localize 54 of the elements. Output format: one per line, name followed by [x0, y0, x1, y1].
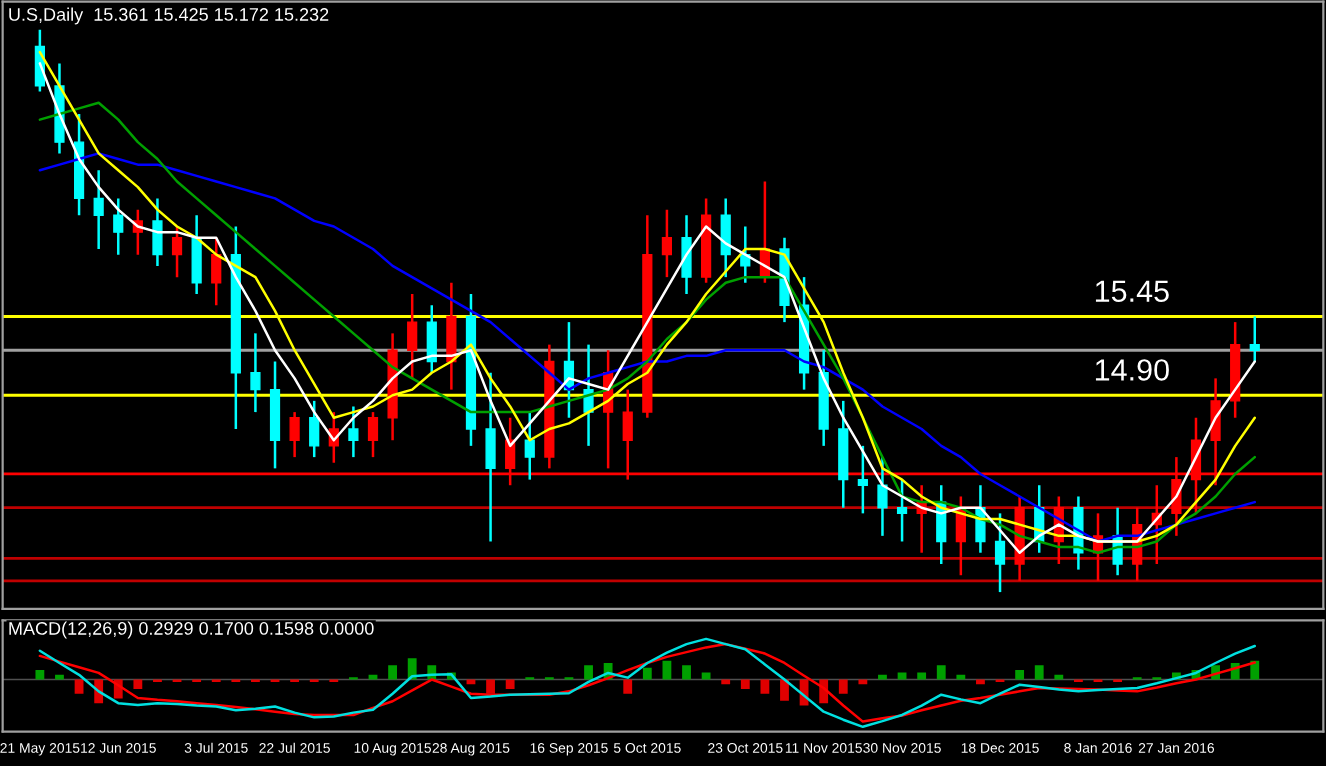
- candlestick: [250, 332, 261, 414]
- chart-title: U.S,Daily 15.361 15.425 15.172 15.232: [9, 7, 329, 25]
- candlestick: [896, 478, 908, 543]
- bar: [74, 679, 84, 694]
- candlestick: [681, 214, 692, 296]
- candlestick: [524, 410, 535, 481]
- annotation: 14.90: [1095, 359, 1169, 381]
- candlestick: [113, 197, 124, 256]
- bar: [838, 679, 848, 694]
- candlestick: [348, 405, 359, 459]
- bar: [505, 679, 515, 689]
- candlestick: [877, 455, 888, 538]
- bar: [701, 672, 711, 680]
- bar: [486, 679, 495, 694]
- candlestick: [93, 169, 104, 251]
- bar: [740, 679, 750, 689]
- bar: [936, 665, 946, 680]
- candlestick: [994, 512, 1006, 594]
- bar: [780, 679, 789, 701]
- candlestick: [661, 208, 673, 279]
- candlestick: [152, 197, 163, 268]
- candlestick: [289, 410, 300, 459]
- chart-title: MACD(12,26,9) 0.2929 0.1700 0.1598 0.0000: [9, 621, 374, 639]
- bar: [368, 674, 378, 680]
- candlestick: [309, 399, 320, 459]
- candlestick: [211, 236, 222, 307]
- bar: [1054, 674, 1064, 680]
- bar: [35, 670, 45, 680]
- candlestick: [171, 225, 183, 279]
- candlestick: [426, 304, 437, 374]
- candlestick: [191, 214, 202, 296]
- candlestick: [857, 444, 868, 515]
- bar: [682, 665, 691, 680]
- bar: [662, 660, 672, 680]
- candlestick: [1249, 315, 1260, 363]
- bar: [1034, 665, 1044, 680]
- bar: [388, 665, 397, 680]
- bar: [623, 679, 633, 694]
- bar: [133, 679, 143, 689]
- bar: [917, 672, 927, 680]
- annotation: 15.45: [1095, 280, 1169, 303]
- bar: [760, 679, 770, 694]
- bar: [897, 672, 907, 680]
- candlestick: [485, 371, 496, 543]
- bar: [1015, 670, 1025, 680]
- bar: [956, 674, 966, 680]
- bar: [878, 674, 887, 680]
- bar: [584, 665, 593, 680]
- candlestick: [407, 292, 418, 380]
- bar: [642, 667, 652, 680]
- bar: [1250, 660, 1260, 680]
- candlestick: [367, 410, 379, 459]
- candlestick: [720, 197, 731, 279]
- bar: [55, 674, 64, 680]
